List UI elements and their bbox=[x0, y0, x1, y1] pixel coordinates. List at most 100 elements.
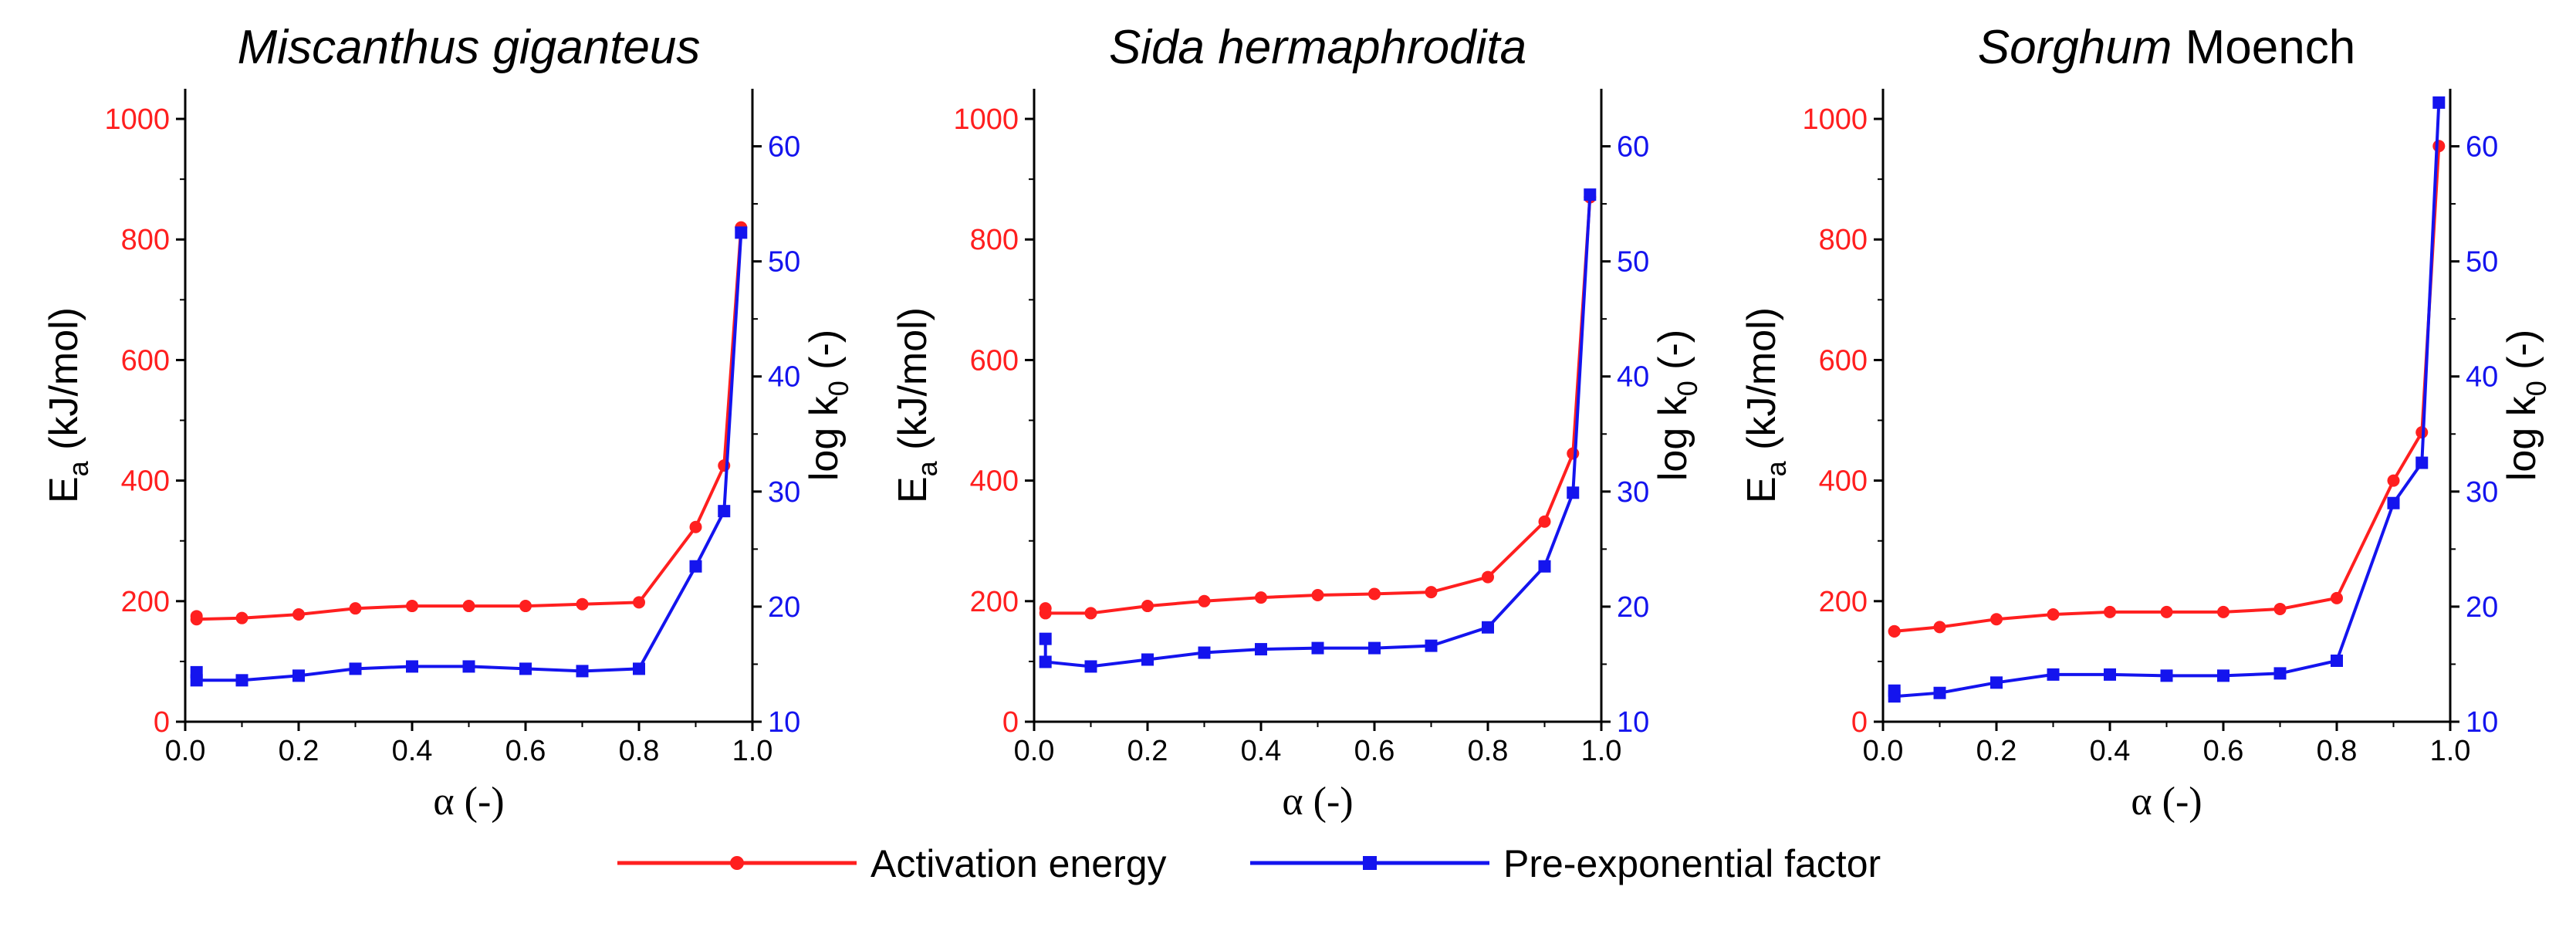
factor-point bbox=[2432, 96, 2446, 109]
chart-title: Miscanthus giganteus bbox=[238, 21, 701, 74]
energy-point bbox=[576, 597, 589, 611]
y-left-tick-label: 800 bbox=[1819, 224, 1868, 256]
energy-point bbox=[2273, 602, 2287, 615]
factor-point bbox=[2273, 667, 2287, 680]
y-left-tick-label: 200 bbox=[970, 586, 1019, 618]
factor-point bbox=[1567, 486, 1580, 499]
y-right-label-sub: 0 bbox=[823, 381, 854, 396]
factor-point bbox=[1425, 639, 1438, 652]
factor-point bbox=[1084, 660, 1097, 673]
legend: Activation energy Pre-exponential factor bbox=[617, 842, 1881, 885]
y-right-label-sub: 0 bbox=[1672, 381, 1703, 396]
y-left-label-unit: (kJ/mol) bbox=[891, 307, 935, 461]
factor-point bbox=[462, 660, 475, 673]
factor-point bbox=[718, 505, 731, 518]
x-tick-label: 0.8 bbox=[619, 735, 660, 767]
energy-point bbox=[2104, 605, 2116, 618]
factor-point bbox=[2047, 668, 2060, 681]
y-left-axis-label: Ea (kJ/mol) bbox=[1739, 307, 1792, 503]
energy-point bbox=[519, 600, 532, 613]
chart-title: Sorghum Moench bbox=[1978, 21, 2355, 74]
energy-point bbox=[1538, 515, 1551, 528]
energy-point bbox=[1198, 594, 1211, 607]
energy-point bbox=[1990, 613, 2003, 626]
y-right-label-unit: (-) bbox=[2500, 330, 2544, 381]
x-tick-label: 0.0 bbox=[165, 735, 206, 767]
y-left-label-main: E bbox=[891, 476, 935, 503]
legend-factor-label: Pre-exponential factor bbox=[1503, 842, 1881, 885]
y-left-tick-label: 0 bbox=[1002, 706, 1019, 739]
y-right-label-unit: (-) bbox=[802, 330, 847, 381]
y-right-label-main: log k bbox=[1651, 395, 1695, 481]
y-left-tick-label: 0 bbox=[1851, 706, 1868, 739]
factor-point bbox=[2331, 654, 2343, 667]
factor-point bbox=[1888, 690, 1901, 703]
y-right-tick-label: 10 bbox=[2466, 706, 2498, 739]
energy-point bbox=[190, 613, 203, 626]
x-tick-label: 0.8 bbox=[1468, 735, 1509, 767]
energy-point bbox=[1567, 447, 1580, 460]
factor-point bbox=[1368, 641, 1381, 655]
y-right-tick-label: 60 bbox=[1617, 131, 1649, 164]
y-right-tick-label: 50 bbox=[1617, 246, 1649, 279]
factor-point bbox=[1311, 641, 1324, 655]
factor-point bbox=[190, 674, 203, 687]
x-tick-label: 0.0 bbox=[1014, 735, 1055, 767]
y-right-tick-label: 20 bbox=[1617, 591, 1649, 624]
factor-point bbox=[1538, 560, 1551, 573]
y-left-tick-label: 0 bbox=[154, 706, 170, 739]
y-left-tick-label: 400 bbox=[121, 465, 170, 498]
y-left-label-sub: a bbox=[63, 460, 94, 476]
factor-point bbox=[735, 226, 748, 239]
energy-point bbox=[1311, 589, 1324, 601]
energy-point bbox=[1039, 607, 1052, 620]
factor-point bbox=[689, 560, 702, 573]
energy-point bbox=[2387, 474, 2400, 487]
energy-point bbox=[235, 611, 248, 624]
energy-point bbox=[406, 600, 418, 613]
energy-point bbox=[349, 602, 362, 615]
x-axis-label: α (-) bbox=[2131, 780, 2202, 824]
x-tick-label: 1.0 bbox=[732, 735, 773, 767]
energy-point bbox=[689, 520, 702, 533]
y-left-label-sub: a bbox=[1760, 460, 1792, 476]
factor-point bbox=[406, 660, 418, 673]
energy-series-line bbox=[194, 227, 743, 621]
factor-series-line bbox=[194, 232, 743, 682]
energy-point bbox=[1141, 600, 1154, 613]
y-left-tick-label: 1000 bbox=[104, 103, 170, 136]
legend-energy-marker bbox=[730, 856, 744, 870]
y-left-tick-label: 1000 bbox=[953, 103, 1019, 136]
y-right-label-unit: (-) bbox=[1651, 330, 1695, 381]
y-left-tick-label: 600 bbox=[121, 344, 170, 377]
y-left-label-unit: (kJ/mol) bbox=[42, 307, 86, 461]
y-left-tick-label: 400 bbox=[1819, 465, 1868, 498]
y-left-tick-label: 200 bbox=[121, 586, 170, 618]
factor-point bbox=[349, 662, 362, 675]
legend-energy-label: Activation energy bbox=[870, 842, 1167, 885]
y-right-tick-label: 50 bbox=[768, 246, 800, 279]
energy-point bbox=[1482, 570, 1494, 584]
chart-title-italic: Sida hermaphrodita bbox=[1109, 21, 1526, 74]
y-left-tick-label: 400 bbox=[970, 465, 1019, 498]
y-right-tick-label: 30 bbox=[1617, 476, 1649, 509]
y-right-axis-label: log k0 (-) bbox=[2500, 330, 2552, 481]
y-left-label-main: E bbox=[42, 476, 86, 503]
energy-point bbox=[2217, 605, 2229, 618]
factor-point bbox=[2387, 496, 2400, 509]
x-tick-label: 0.4 bbox=[1241, 735, 1282, 767]
factor-point bbox=[1482, 621, 1494, 634]
energy-point bbox=[2047, 607, 2060, 621]
energy-point bbox=[1255, 591, 1267, 604]
energy-point bbox=[1425, 586, 1438, 599]
y-right-tick-label: 10 bbox=[1617, 706, 1649, 739]
y-right-tick-label: 40 bbox=[2466, 361, 2498, 394]
y-right-tick-label: 40 bbox=[1617, 361, 1649, 394]
energy-series-line bbox=[1894, 146, 2441, 633]
y-left-tick-label: 1000 bbox=[1802, 103, 1868, 136]
y-right-tick-label: 10 bbox=[768, 706, 800, 739]
y-left-tick-label: 800 bbox=[121, 224, 170, 256]
factor-point bbox=[1198, 646, 1211, 659]
energy-point bbox=[633, 596, 645, 609]
